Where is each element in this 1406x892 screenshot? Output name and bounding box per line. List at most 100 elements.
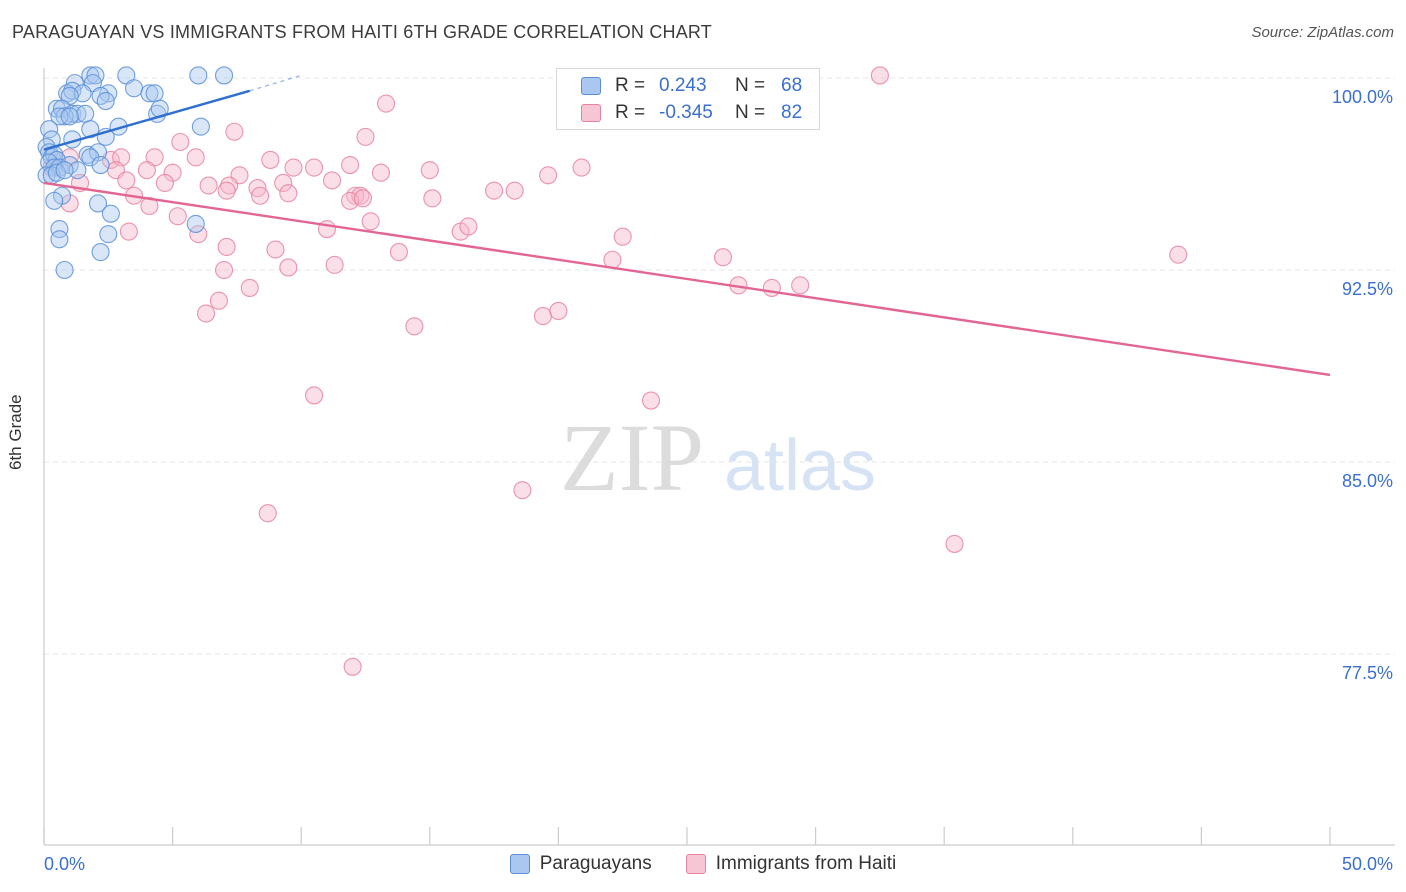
haiti-point-69 <box>549 301 568 321</box>
y-tick-label-1: 92.5% <box>1342 279 1393 299</box>
paraguayan-point-4 <box>214 66 234 85</box>
paraguayan-point-16 <box>96 91 115 111</box>
n-value: 82 <box>781 102 803 123</box>
haiti-point-59 <box>214 260 234 280</box>
haiti-point-37 <box>351 186 370 205</box>
x-tick-label-1: 50.0% <box>1342 854 1393 874</box>
paraguayan-point-27 <box>40 120 59 139</box>
paraguayan-point-7 <box>124 79 144 98</box>
haiti-point-65 <box>791 276 810 295</box>
haiti-point-11 <box>261 150 280 169</box>
haiti-point-53 <box>217 237 236 257</box>
haiti-point-20 <box>371 163 390 182</box>
haiti-point-61 <box>325 255 344 274</box>
paraguayan-point-51 <box>55 161 74 180</box>
paraguayan-point-9 <box>63 81 82 100</box>
paraguayan-point-41 <box>81 148 100 167</box>
haiti-point-30 <box>274 173 293 193</box>
paraguayan-point-26 <box>60 107 79 126</box>
r-label: R = <box>615 75 646 96</box>
haiti-point-67 <box>196 304 216 323</box>
legend-item-paraguayans[interactable]: Paraguayans <box>509 853 652 875</box>
x-tick-label-0: 0.0% <box>44 854 85 874</box>
y-axis-label: 6th Grade <box>6 394 25 470</box>
paraguayan-point-30 <box>191 117 210 136</box>
haiti-point-58 <box>1169 245 1188 264</box>
haiti-point-21 <box>420 161 439 180</box>
y-tick-labels: 100.0% 92.5% 85.0% 77.5% <box>1332 87 1393 683</box>
watermark-zip: ZIP <box>560 404 704 511</box>
haiti-point-70 <box>405 317 424 336</box>
haiti-point-3 <box>356 127 375 146</box>
pink-swatch <box>685 854 706 874</box>
haiti-point-14 <box>137 161 156 180</box>
blue-trend-line <box>43 89 251 151</box>
paraguayan-point-28 <box>81 120 100 139</box>
paraguayan-point-13 <box>145 84 164 103</box>
haiti-point-62 <box>240 278 259 297</box>
haiti-point-27 <box>199 176 218 195</box>
haiti-point-23 <box>572 158 591 177</box>
haiti-point-28 <box>220 176 239 195</box>
paraguayan-point-60 <box>91 243 110 262</box>
haiti-point-34 <box>250 186 270 205</box>
paraguayan-point-57 <box>50 219 69 239</box>
haiti-point-26 <box>155 173 174 193</box>
haiti-point-54 <box>266 240 285 259</box>
haiti-point-4 <box>171 132 190 152</box>
haiti-point-68 <box>533 307 553 326</box>
haiti-point-10 <box>186 148 205 167</box>
haiti-point-19 <box>341 155 360 175</box>
haiti-point-60 <box>279 258 298 277</box>
x-tick-labels: 0.0% 50.0% <box>44 854 1393 874</box>
haiti-point-55 <box>389 243 408 262</box>
haiti-point-39 <box>485 181 504 200</box>
legend-item-haiti[interactable]: Immigrants from Haiti <box>685 853 897 875</box>
haiti-point-18 <box>305 158 324 177</box>
haiti-point-2 <box>225 122 244 141</box>
haiti-point-41 <box>60 194 79 213</box>
chart-title: PARAGUAYAN VS IMMIGRANTS FROM HAITI 6TH … <box>12 22 713 42</box>
blue-swatch <box>581 77 601 95</box>
n-label: N = <box>735 75 766 96</box>
paraguayan-point-55 <box>101 204 120 223</box>
haiti-point-22 <box>539 166 558 185</box>
haiti-point-15 <box>163 163 182 182</box>
blue-swatch <box>509 854 530 874</box>
blue-trend-extension <box>249 74 302 92</box>
legend-label: Immigrants from Haiti <box>715 853 897 874</box>
haiti-point-0 <box>870 66 889 85</box>
haiti-point-71 <box>305 386 324 405</box>
r-label: R = <box>615 102 646 123</box>
haiti-point-46 <box>361 212 380 231</box>
haiti-point-76 <box>343 657 362 676</box>
legend-row-paraguayans: R = 0.243 N = 68 <box>581 73 802 99</box>
haiti-point-72 <box>641 391 661 410</box>
paraguayan-point-53 <box>45 191 64 210</box>
paraguayan-point-12 <box>140 84 159 103</box>
haiti-point-51 <box>613 227 632 246</box>
haiti-point-52 <box>189 225 208 244</box>
haiti-point-66 <box>209 291 228 310</box>
source-credit: Source: ZipAtlas.com <box>1251 24 1394 41</box>
y-tick-label-3: 77.5% <box>1342 663 1393 683</box>
haiti-point-45 <box>168 207 187 226</box>
y-tick-label-0: 100.0% <box>1332 87 1393 107</box>
haiti-point-25 <box>117 171 136 190</box>
haiti-point-31 <box>323 171 342 190</box>
haiti-point-1 <box>377 94 396 113</box>
paraguayan-points <box>37 66 234 280</box>
legend-label: Paraguayans <box>539 853 652 874</box>
haiti-point-57 <box>603 250 622 269</box>
n-value: 68 <box>781 75 803 96</box>
haiti-point-44 <box>353 189 372 208</box>
haiti-point-40 <box>505 181 524 200</box>
haiti-point-73 <box>513 481 532 500</box>
haiti-point-47 <box>119 222 138 241</box>
haiti-point-17 <box>284 158 303 177</box>
haiti-points <box>42 66 1188 676</box>
trend-lines <box>43 74 1331 377</box>
haiti-point-75 <box>945 534 964 553</box>
gridlines <box>44 77 1395 655</box>
axes <box>43 68 1395 846</box>
